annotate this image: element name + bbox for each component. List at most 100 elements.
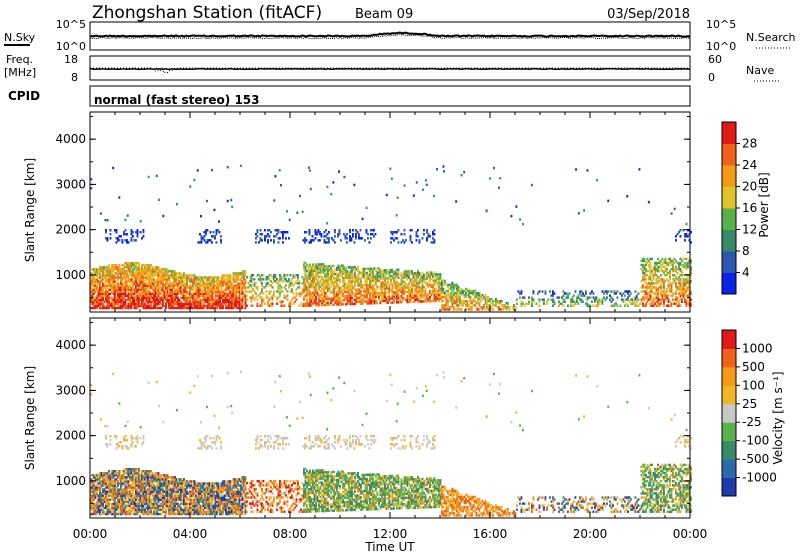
power-cell	[669, 288, 671, 291]
power-cell	[423, 296, 425, 299]
power-cell	[588, 296, 590, 299]
power-cell	[120, 304, 122, 308]
power-cell	[174, 288, 176, 291]
power-cell	[490, 306, 493, 309]
power-cell	[400, 286, 403, 290]
power-cell	[346, 288, 349, 292]
power-cell	[90, 294, 92, 298]
power-cell	[336, 301, 338, 304]
power-cell	[292, 292, 295, 295]
power-cell	[313, 277, 316, 281]
power-cell	[396, 295, 398, 298]
power-cell	[311, 235, 314, 238]
power-cell	[220, 241, 222, 244]
power-cell	[96, 278, 98, 281]
power-cell	[99, 304, 101, 308]
power-cell	[118, 264, 121, 267]
power-cell	[102, 298, 104, 302]
velocity-cell	[100, 508, 103, 512]
power-cell	[223, 288, 226, 291]
power-cell	[286, 298, 289, 301]
power-cell	[155, 174, 158, 178]
power-cell	[238, 282, 241, 285]
power-cell	[228, 282, 230, 285]
power-cell	[349, 274, 352, 277]
power-cell	[442, 308, 445, 311]
power-cell	[390, 237, 392, 240]
power-cell	[289, 282, 292, 285]
power-cell	[215, 231, 218, 234]
power-cell	[382, 273, 385, 276]
power-cell	[232, 300, 235, 304]
power-cell	[522, 296, 524, 299]
power-cell	[448, 308, 451, 311]
power-cell	[403, 290, 406, 294]
power-cell	[190, 276, 193, 279]
power-cell	[111, 288, 113, 291]
power-cell	[432, 289, 434, 293]
power-cell	[189, 300, 191, 304]
power-cell	[142, 270, 145, 273]
power-cell	[129, 284, 131, 287]
power-cell	[472, 300, 475, 303]
power-cell	[601, 298, 604, 301]
power-cell	[381, 271, 383, 274]
power-cell	[169, 290, 172, 293]
power-cell	[340, 274, 343, 278]
power-cell	[522, 222, 524, 226]
power-cell	[436, 168, 438, 171]
power-cell	[322, 285, 325, 288]
power-cell	[350, 237, 353, 240]
power-cell	[477, 293, 479, 297]
power-cell	[91, 276, 94, 279]
power-cell	[314, 231, 317, 234]
power-cell	[124, 282, 127, 285]
power-cell	[160, 270, 163, 273]
power-cell	[226, 276, 229, 279]
power-cell	[370, 281, 373, 285]
power-cell	[676, 296, 679, 299]
power-cell	[649, 286, 652, 289]
power-cell	[415, 290, 418, 293]
power-cell	[321, 263, 323, 266]
power-cell	[144, 302, 146, 306]
power-cell	[271, 298, 274, 301]
power-cell	[144, 286, 146, 289]
power-cell	[309, 304, 311, 307]
power-cell	[156, 284, 158, 287]
velocity-cell	[106, 478, 109, 481]
power-cell	[574, 300, 577, 303]
power-cell	[388, 289, 391, 292]
velocity-cell	[123, 510, 125, 514]
power-cell	[409, 278, 412, 281]
power-cell	[489, 177, 491, 180]
velocity-cell	[120, 494, 122, 497]
power-cell	[411, 229, 413, 232]
power-cell	[526, 302, 529, 305]
power-cell	[355, 233, 357, 236]
power-cell	[337, 274, 340, 278]
power-cell	[93, 278, 95, 281]
power-cell	[402, 239, 404, 242]
power-cell	[103, 284, 106, 287]
power-cell	[405, 239, 407, 242]
power-cell	[339, 270, 341, 274]
power-cell	[102, 276, 104, 279]
power-cell	[90, 178, 93, 181]
power-cell	[184, 282, 187, 285]
power-cell	[654, 261, 656, 265]
power-cell	[141, 237, 143, 240]
power-cell	[148, 270, 151, 273]
power-cell	[649, 292, 652, 295]
velocity-cell	[96, 480, 98, 483]
power-cell	[139, 276, 142, 279]
power-cell	[558, 300, 560, 303]
velocity-cell	[102, 496, 104, 499]
power-cell	[138, 296, 140, 300]
power-cell	[316, 304, 319, 307]
power-cell	[372, 291, 374, 295]
power-cell	[303, 282, 305, 285]
power-cell	[469, 289, 472, 293]
power-cell	[241, 272, 244, 275]
power-cell	[354, 272, 356, 275]
